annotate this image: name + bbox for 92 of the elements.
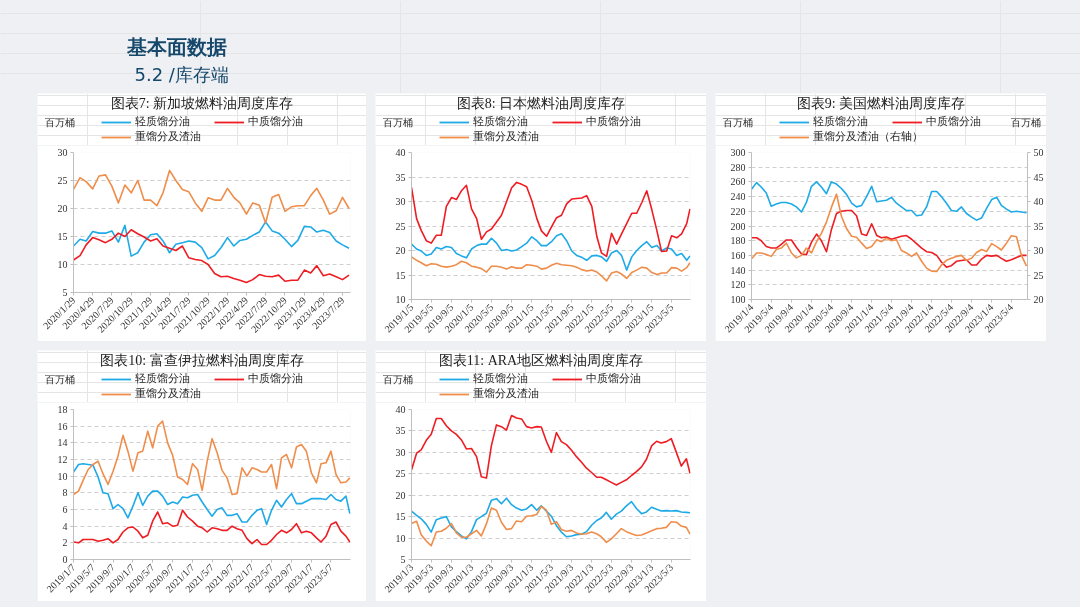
y2-tick-label: 40 (1033, 196, 1044, 207)
y-tick-label: 6 (62, 504, 68, 515)
y-tick-label: 25 (57, 175, 68, 186)
y-tick-label: 35 (395, 171, 406, 183)
y-tick-label: 200 (730, 220, 746, 232)
legend-label: 中质馏分油 (586, 114, 641, 129)
y2-tick-label: 25 (1033, 269, 1044, 281)
chart-title: 图表11: ARA地区燃料油周度库存 (438, 352, 644, 368)
y2-tick-label: 20 (1033, 294, 1044, 305)
y-tick-label: 10 (57, 470, 68, 482)
y-tick-label: 40 (395, 147, 406, 158)
legend-label: 轻质馏分油 (473, 371, 528, 386)
y-tick-label: 5 (62, 287, 68, 298)
y2-tick-label: 45 (1033, 171, 1044, 183)
line-series (73, 509, 351, 546)
y-axis-title: 百万桶 (44, 116, 75, 128)
legend-label: 中质馏分油 (248, 114, 303, 129)
line-series (751, 209, 1028, 268)
line-series (73, 462, 351, 526)
text: 5.2 /库存端 (134, 64, 229, 85)
chart-title: 图表7: 新加坡燃料油周度库存 (110, 95, 294, 111)
legend-label: 重馏分及渣油 (473, 386, 539, 401)
legend-label: 重馏分及渣油 (135, 129, 201, 144)
legend-label: 重馏分及渣油（右轴） (813, 129, 923, 144)
y2-tick-label: 50 (1033, 147, 1044, 158)
legend-label: 重馏分及渣油 (473, 129, 539, 144)
y-axis-title: 百万桶 (722, 116, 753, 128)
y-tick-label: 8 (62, 487, 68, 499)
legend-label: 中质馏分油 (926, 114, 981, 129)
y-tick-label: 10 (395, 294, 406, 305)
y-tick-label: 10 (57, 259, 68, 270)
line-series (751, 193, 1028, 273)
legend-label: 轻质馏分油 (813, 114, 868, 129)
y-tick-label: 30 (57, 147, 68, 158)
legend-label: 中质馏分油 (248, 371, 303, 386)
y-tick-label: 4 (62, 520, 68, 532)
legend-label: 轻质馏分油 (135, 371, 190, 386)
line-series (73, 169, 350, 224)
line-series (73, 420, 351, 496)
y-tick-label: 20 (395, 489, 406, 501)
chart-title: 图表9: 美国燃料油周度库存 (796, 95, 966, 111)
y-tick-label: 25 (395, 220, 406, 232)
y-tick-label: 20 (57, 203, 68, 214)
y-axis-title: 百万桶 (382, 373, 413, 385)
y-tick-label: 15 (395, 511, 406, 523)
line-series (751, 181, 1028, 221)
y-tick-label: 140 (730, 264, 746, 276)
y-tick-label: 25 (395, 468, 406, 480)
y-tick-label: 20 (395, 245, 406, 256)
y-tick-label: 15 (395, 269, 406, 281)
y-tick-label: 220 (730, 205, 746, 217)
y-tick-label: 280 (730, 161, 746, 173)
y-tick-label: 14 (57, 437, 68, 449)
y-tick-label: 40 (395, 404, 406, 415)
y-tick-label: 2 (62, 537, 68, 549)
y-tick-label: 300 (730, 147, 746, 158)
line-series (411, 233, 691, 271)
line-series (411, 181, 691, 258)
y-tick-label: 240 (730, 191, 746, 203)
y-tick-label: 12 (57, 454, 68, 465)
legend-label: 中质馏分油 (586, 371, 641, 386)
line-series (73, 228, 350, 284)
y-tick-label: 16 (57, 420, 68, 432)
y2-tick-label: 35 (1033, 220, 1044, 232)
legend-label: 轻质馏分油 (135, 114, 190, 129)
y-tick-label: 180 (730, 235, 746, 247)
y-tick-label: 15 (57, 231, 68, 242)
y-tick-label: 160 (730, 249, 746, 261)
y-tick-label: 18 (57, 404, 68, 415)
y-tick-label: 0 (62, 554, 68, 565)
chart-title: 图表10: 富查伊拉燃料油周度库存 (100, 352, 304, 368)
y-tick-label: 5 (400, 554, 406, 565)
y2-axis-title: 百万桶 (1010, 116, 1041, 128)
text: 基本面数据 (125, 34, 227, 59)
chart-title: 图表8: 日本燃料油周度库存 (456, 95, 626, 111)
y-tick-label: 120 (730, 279, 746, 291)
line-series (411, 414, 691, 486)
line-series (411, 497, 691, 540)
line-series (411, 505, 691, 547)
y-tick-label: 30 (395, 446, 406, 458)
y-axis-title: 百万桶 (44, 373, 75, 385)
y2-tick-label: 30 (1033, 245, 1044, 256)
line-series (73, 221, 350, 260)
y-tick-label: 100 (730, 294, 746, 305)
y-tick-label: 35 (395, 425, 406, 437)
legend-label: 轻质馏分油 (473, 114, 528, 129)
y-axis-title: 百万桶 (382, 116, 413, 128)
line-series (411, 256, 691, 282)
y-tick-label: 30 (395, 196, 406, 207)
y-tick-label: 260 (730, 176, 746, 188)
y-tick-label: 10 (395, 532, 406, 544)
legend-label: 重馏分及渣油 (135, 386, 201, 401)
